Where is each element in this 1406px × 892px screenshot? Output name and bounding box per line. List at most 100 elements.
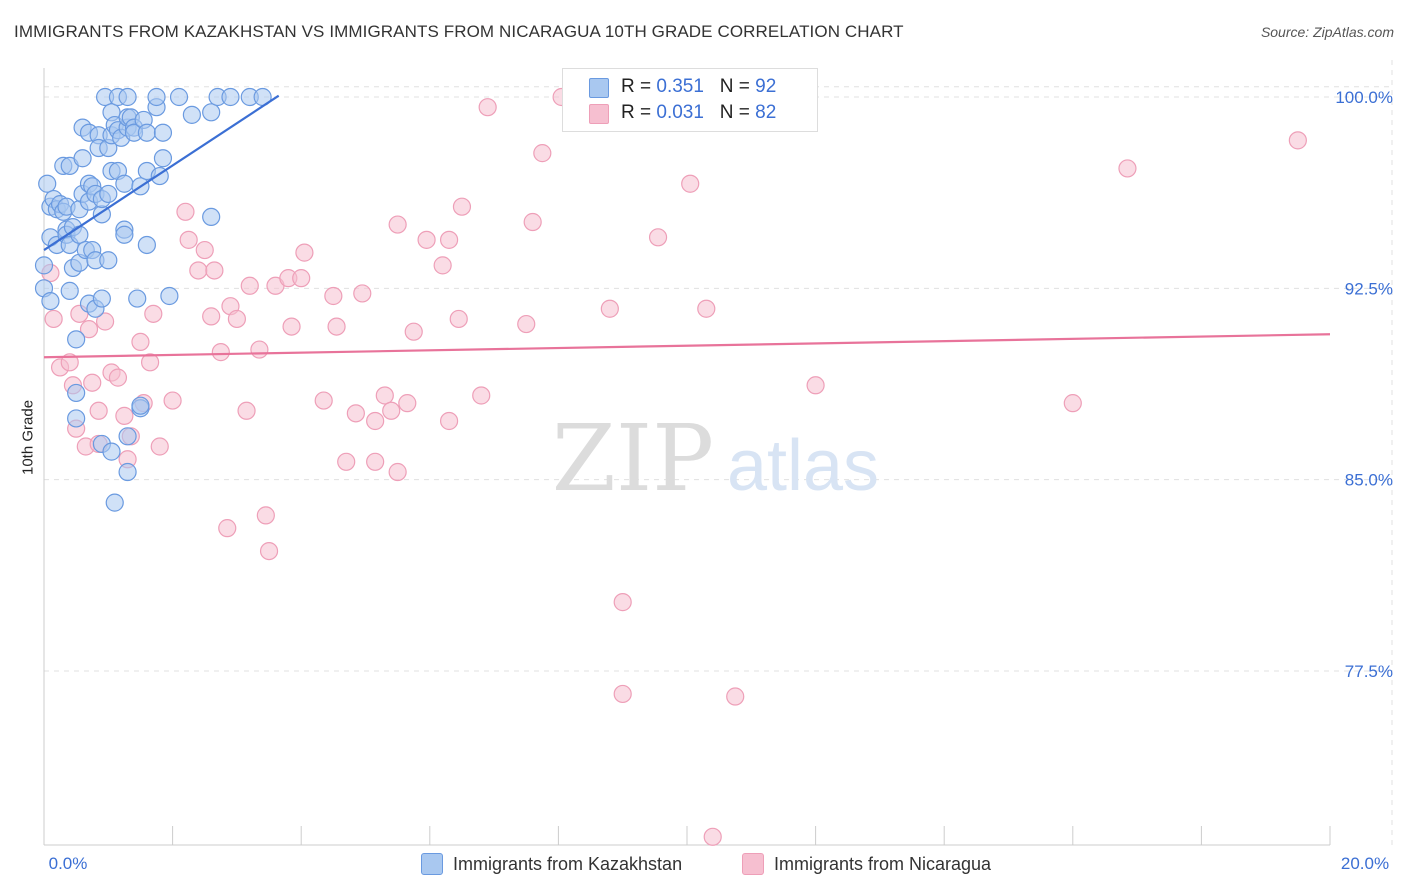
nicaragua-point (806, 376, 825, 395)
nicaragua-point (237, 401, 256, 420)
nicaragua-point (375, 386, 394, 405)
kazakhstan-point (202, 207, 221, 227)
kazakhstan-point (118, 87, 137, 107)
legend-swatch-kazakhstan (589, 78, 609, 98)
nicaragua-point (144, 304, 163, 323)
kazakhstan-point (137, 235, 156, 255)
nicaragua-point (439, 411, 459, 431)
nicaragua-point (439, 230, 459, 249)
nicaragua-point (1063, 394, 1082, 413)
kazakhstan-point (202, 103, 221, 122)
nicaragua-point (697, 299, 716, 318)
kazakhstan-point (67, 409, 86, 428)
nicaragua-point (60, 353, 79, 372)
kazakhstan-point (67, 383, 86, 403)
legend-n-label: N = (719, 102, 750, 123)
legend-row-nicaragua: R = 0.031 N = 82 (589, 101, 776, 125)
nicaragua-point (314, 391, 333, 410)
nicaragua-point (337, 452, 356, 471)
kazakhstan-point (115, 225, 134, 244)
kazakhstan-point (182, 105, 201, 124)
nicaragua-point (89, 401, 108, 420)
chart-title: IMMIGRANTS FROM KAZAKHSTAN VS IMMIGRANTS… (14, 22, 904, 41)
kazakhstan-point (115, 174, 134, 193)
nicaragua-point (533, 144, 552, 163)
nicaragua-point (366, 452, 385, 471)
kazakhstan-point (147, 87, 166, 107)
nicaragua-point (449, 309, 468, 329)
kazakhstan-point (118, 462, 137, 482)
nicaragua-point (346, 404, 365, 423)
series-kazakhstan (34, 87, 272, 512)
nicaragua-point (433, 256, 452, 275)
legend-n-value-kazakhstan: 92 (755, 76, 777, 97)
source-label: Source: ZipAtlas.com (1260, 24, 1394, 40)
kazakhstan-point (92, 289, 111, 308)
tick-labels: 77.5% 85.0% 92.5% 100.0% 0.0% 20.0% (49, 88, 1393, 873)
kazakhstan-point (128, 289, 147, 308)
legend-r-value-nicaragua: 0.031 (656, 102, 704, 123)
bottom-swatch-kazakhstan (421, 853, 443, 875)
bottom-swatch-nicaragua (742, 853, 764, 875)
axes (43, 68, 1331, 846)
nicaragua-point (150, 437, 169, 456)
legend-r-value-kazakhstan: 0.351 (656, 76, 704, 97)
kazakhstan-point (137, 123, 156, 142)
nicaragua-point (256, 506, 275, 525)
nicaragua-point (282, 317, 301, 336)
bottom-legend-label-kazakhstan: Immigrants from Kazakhstan (453, 853, 683, 874)
nicaragua-point (176, 202, 195, 221)
nicaragua-point (83, 373, 102, 392)
legend-n-value-nicaragua: 82 (755, 102, 777, 123)
nicaragua-point (250, 340, 269, 359)
x-tick-label: 20.0% (1341, 854, 1389, 873)
nicaragua-point (202, 307, 221, 326)
nicaragua-point (44, 309, 63, 329)
kazakhstan-point (60, 281, 79, 300)
kazakhstan-point (221, 87, 240, 107)
nicaragua-point (189, 261, 208, 280)
nicaragua-point (1288, 131, 1307, 150)
kazakhstan-point (169, 87, 189, 107)
nicaragua-point (600, 299, 619, 318)
nicaragua-point (327, 317, 346, 336)
nicaragua-point (292, 269, 311, 288)
nicaragua-point (227, 309, 246, 329)
nicaragua-point (404, 322, 423, 341)
nicaragua-point (726, 687, 745, 706)
nicaragua-point (79, 320, 99, 339)
nicaragua-point (452, 197, 472, 216)
nicaragua-point (382, 401, 401, 420)
kazakhstan-point (131, 396, 150, 415)
trend-line-nicaragua (43, 333, 1331, 359)
nicaragua-point (353, 284, 372, 303)
nicaragua-point (1118, 159, 1137, 178)
nicaragua-point (131, 332, 150, 352)
nicaragua-point (179, 230, 198, 249)
bottom-legend-label-nicaragua: Immigrants from Nicaragua (774, 853, 992, 874)
kazakhstan-point (99, 184, 118, 204)
nicaragua-point (140, 353, 160, 372)
nicaragua-point (517, 314, 536, 334)
nicaragua-point (417, 230, 436, 249)
nicaragua-point (240, 276, 259, 295)
nicaragua-point (388, 215, 407, 234)
watermark-zip: ZIP (552, 405, 714, 512)
kazakhstan-point (67, 330, 86, 349)
grid-lines (44, 60, 1393, 845)
nicaragua-point (703, 827, 722, 846)
kazakhstan-point (34, 256, 54, 275)
legend-n-label: N = (719, 76, 750, 97)
nicaragua-point (218, 519, 237, 538)
correlation-legend: R = 0.351 N = 92 R = 0.031 N = 82 (562, 68, 818, 132)
legend-swatch-nicaragua (589, 104, 609, 124)
y-tick-label: 85.0% (1345, 471, 1393, 490)
kazakhstan-point (41, 291, 60, 311)
nicaragua-point (613, 593, 632, 612)
watermark: ZIP atlas (552, 405, 879, 512)
kazakhstan-point (153, 149, 173, 168)
nicaragua-point (205, 261, 224, 280)
nicaragua-point (324, 286, 343, 306)
nicaragua-point (295, 243, 314, 262)
legend-row-kazakhstan: R = 0.351 N = 92 (589, 75, 776, 99)
